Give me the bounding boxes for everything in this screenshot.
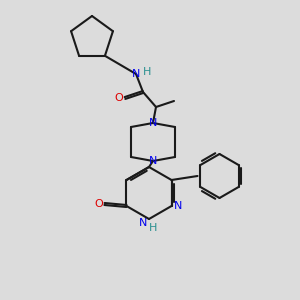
Text: N: N bbox=[149, 118, 157, 128]
Text: O: O bbox=[115, 93, 123, 103]
Text: H: H bbox=[149, 223, 157, 233]
Text: H: H bbox=[143, 67, 151, 77]
Text: N: N bbox=[149, 156, 157, 166]
Text: N: N bbox=[174, 201, 183, 211]
Text: O: O bbox=[94, 199, 103, 209]
Text: N: N bbox=[132, 69, 140, 79]
Text: N: N bbox=[139, 218, 147, 228]
